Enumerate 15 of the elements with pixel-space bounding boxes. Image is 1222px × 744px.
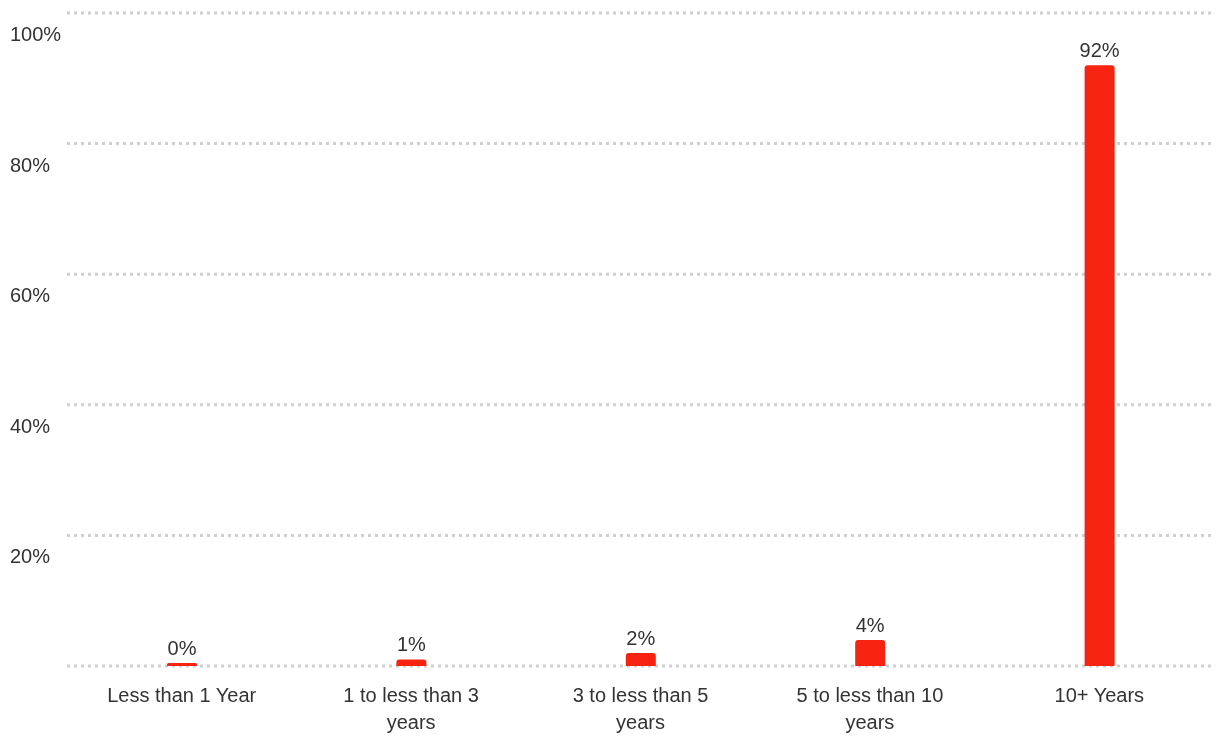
data-label: 4% [855, 613, 885, 636]
x-tick-label: 5 to less than 10 years [796, 684, 944, 733]
x-tick-label: 10+ Years [1054, 684, 1145, 706]
data-label: 1% [396, 633, 427, 656]
y-tick-label: 60% [10, 284, 51, 307]
x-tick-label: 1 to less than 3 years [343, 684, 479, 733]
y-tick-label: 40% [10, 414, 51, 437]
x-tick-label: Less than 1 Year [107, 684, 257, 706]
y-tick-label: 100% [10, 23, 62, 45]
data-label: 2% [626, 626, 656, 649]
data-label: 0% [167, 637, 197, 659]
y-tick-label: 20% [10, 545, 51, 568]
data-label: 92% [1079, 39, 1120, 62]
x-tick-label: 3 to less than 5 years [572, 684, 709, 733]
y-tick-label: 80% [10, 153, 51, 176]
